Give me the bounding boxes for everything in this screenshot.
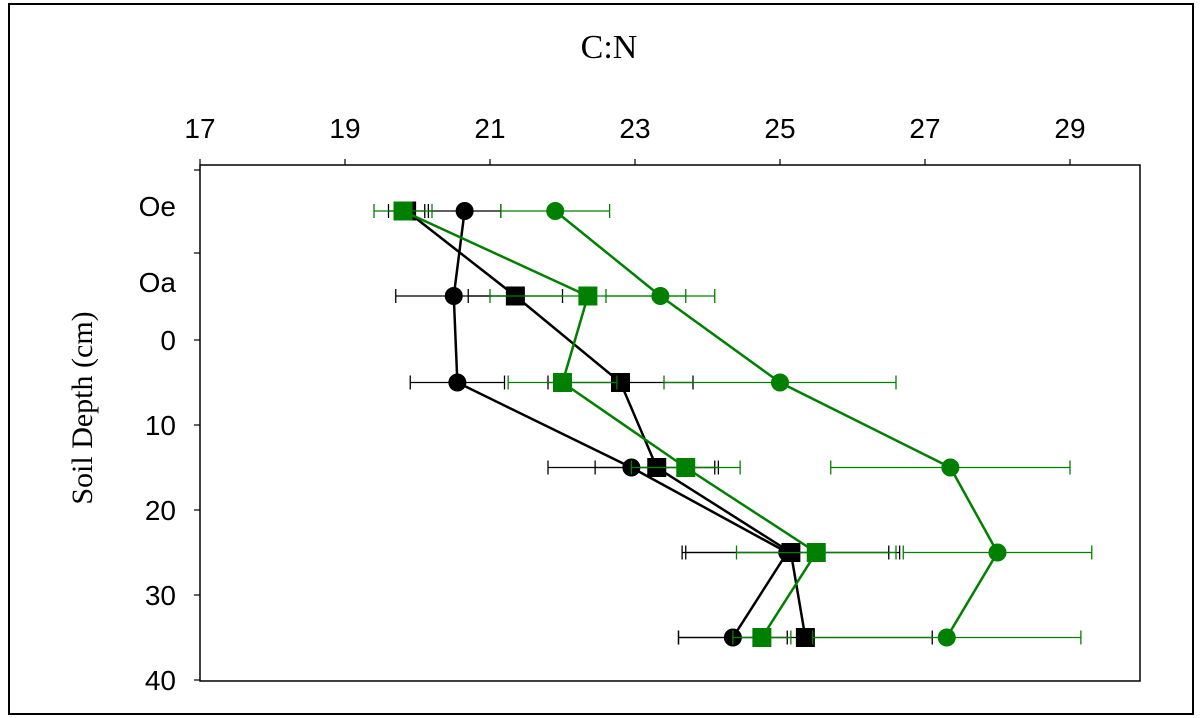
y-tick-label: 0 xyxy=(160,325,176,356)
data-point-circle xyxy=(937,628,956,647)
x-tick-label: 25 xyxy=(764,113,795,144)
x-tick-label: 29 xyxy=(1054,113,1085,144)
data-point-square xyxy=(578,286,598,306)
data-point-circle xyxy=(941,458,960,477)
data-point-square xyxy=(393,201,413,221)
chart-frame xyxy=(8,3,1194,715)
x-tick-label: 19 xyxy=(329,113,360,144)
series-line xyxy=(554,210,999,639)
data-point-circle xyxy=(546,202,565,220)
series-1 xyxy=(395,202,890,647)
y-axis-label: Soil Depth (cm) xyxy=(66,311,99,504)
data-point-circle xyxy=(444,287,463,305)
y-axis: 0 10 20 30 40 Oe Oa xyxy=(139,169,200,696)
y-category-label: Oe xyxy=(139,191,176,222)
series-2 xyxy=(387,201,933,647)
data-point-circle xyxy=(455,202,474,220)
series-line xyxy=(452,210,790,639)
data-point-circle xyxy=(448,373,467,392)
y-tick-label: 20 xyxy=(145,495,176,526)
x-tick-label: 27 xyxy=(909,113,940,144)
series-layer xyxy=(373,201,1093,647)
x-axis: 17 19 21 23 25 27 29 xyxy=(184,113,1086,165)
y-tick-label: 10 xyxy=(145,410,176,441)
y-tick-label: 40 xyxy=(145,665,176,696)
series-line xyxy=(405,210,807,638)
plot-area xyxy=(199,164,1141,682)
x-tick-label: 23 xyxy=(619,113,650,144)
y-category-label: Oa xyxy=(139,267,177,298)
data-point-circle xyxy=(988,543,1007,562)
series-line xyxy=(402,209,818,639)
series-3 xyxy=(500,202,1093,647)
data-point-square xyxy=(752,628,772,647)
data-point-square xyxy=(676,458,696,477)
chart-title: C:N xyxy=(581,29,638,66)
data-point-circle xyxy=(771,373,789,392)
series-4 xyxy=(373,201,897,647)
data-point-square xyxy=(795,628,815,647)
x-tick-label: 17 xyxy=(184,113,215,144)
x-tick-label: 21 xyxy=(474,113,505,144)
data-point-square xyxy=(553,373,572,392)
y-tick-label: 30 xyxy=(145,580,176,611)
data-point-square xyxy=(611,373,630,392)
data-point-square xyxy=(806,543,826,562)
